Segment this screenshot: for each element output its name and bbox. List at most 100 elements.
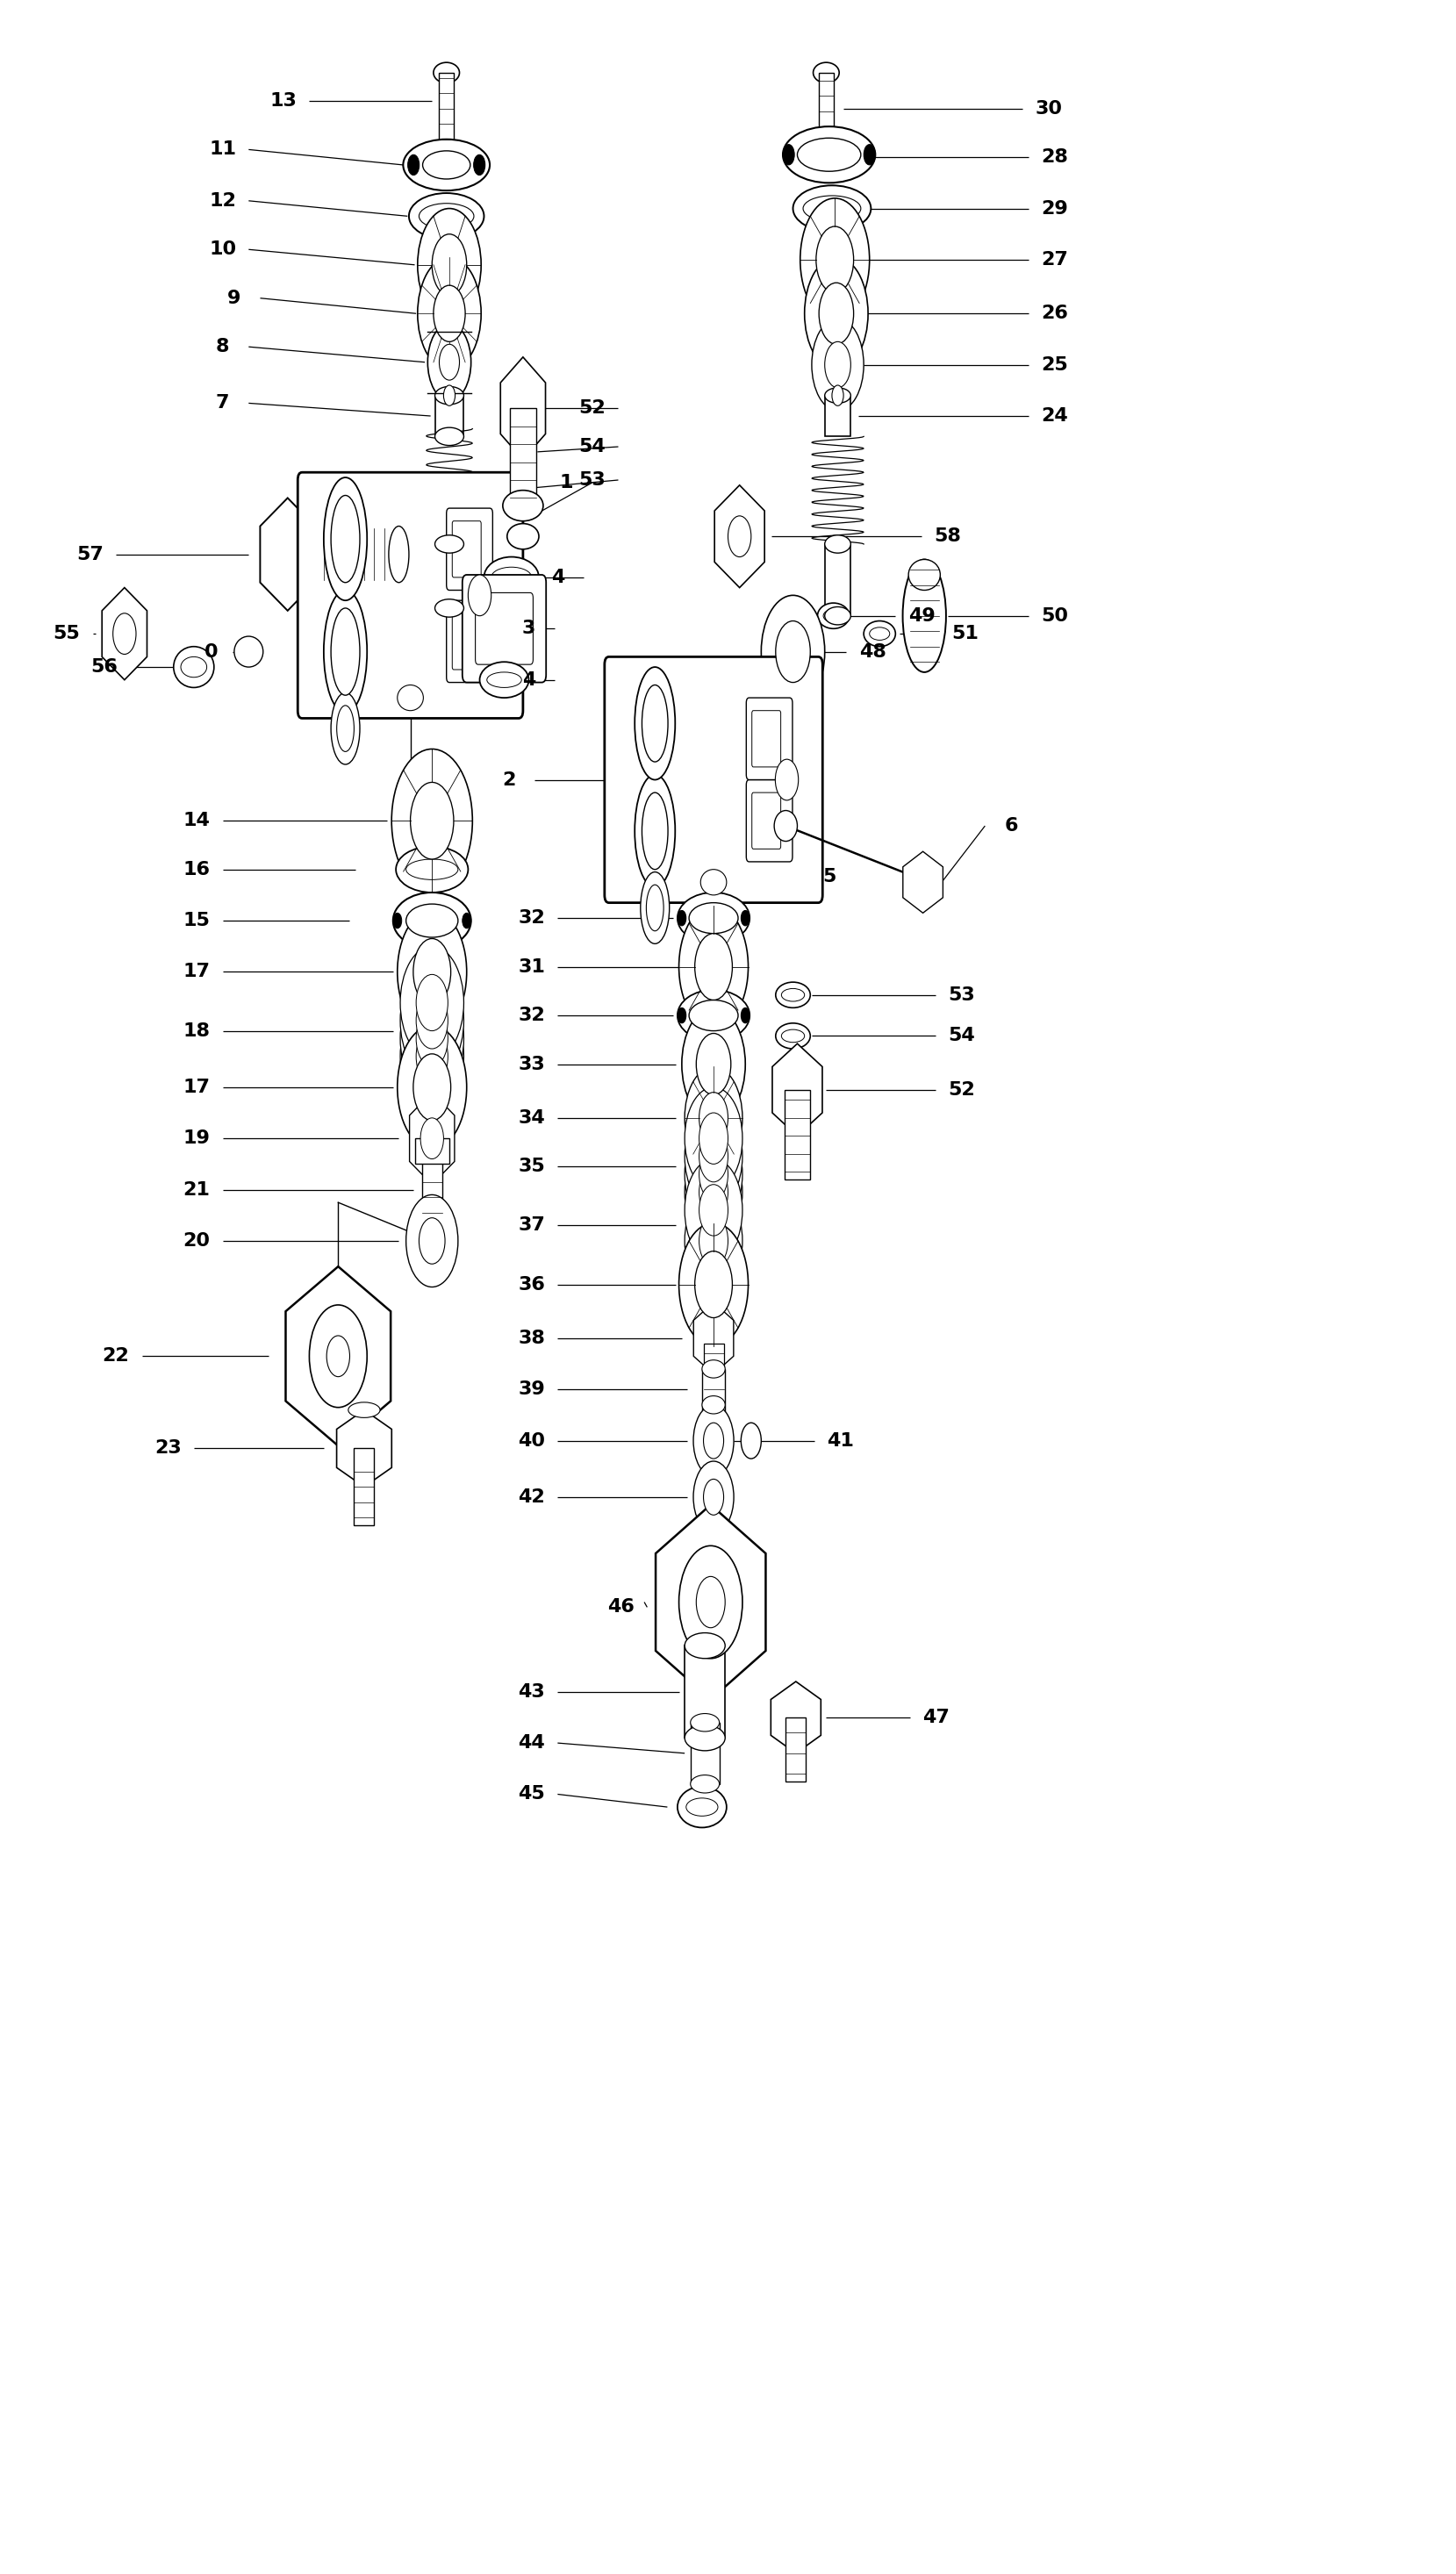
Ellipse shape: [909, 559, 941, 589]
Text: 34: 34: [518, 1109, 545, 1127]
Ellipse shape: [903, 559, 946, 672]
Text: 7: 7: [215, 394, 230, 412]
Circle shape: [805, 257, 868, 371]
Ellipse shape: [776, 983, 811, 1009]
Text: 26: 26: [1041, 304, 1067, 322]
FancyBboxPatch shape: [297, 474, 523, 718]
Ellipse shape: [419, 203, 473, 229]
Ellipse shape: [684, 1725, 725, 1750]
Ellipse shape: [776, 1022, 811, 1048]
Text: 45: 45: [518, 1786, 545, 1802]
Text: 5: 5: [823, 867, 836, 885]
Ellipse shape: [702, 1395, 725, 1413]
Text: 18: 18: [183, 1022, 210, 1040]
Circle shape: [418, 257, 480, 371]
Polygon shape: [715, 484, 764, 587]
Circle shape: [699, 1148, 728, 1199]
Text: 2: 2: [502, 772, 515, 788]
Text: 54: 54: [948, 1027, 976, 1045]
Circle shape: [699, 1130, 728, 1181]
Circle shape: [411, 782, 454, 860]
Text: 25: 25: [1041, 355, 1067, 373]
Text: 33: 33: [518, 1055, 545, 1073]
Circle shape: [416, 994, 448, 1048]
Bar: [690, 1722, 719, 1784]
Polygon shape: [655, 1506, 766, 1699]
Ellipse shape: [814, 62, 839, 82]
Text: 27: 27: [1041, 250, 1067, 268]
Circle shape: [400, 1001, 464, 1112]
Ellipse shape: [642, 685, 668, 762]
Ellipse shape: [700, 870, 727, 896]
Circle shape: [693, 1405, 734, 1477]
Text: 14: 14: [183, 811, 210, 829]
Text: 42: 42: [518, 1488, 545, 1506]
Polygon shape: [409, 1091, 454, 1184]
Ellipse shape: [824, 535, 850, 553]
Ellipse shape: [824, 389, 850, 404]
Polygon shape: [261, 497, 314, 610]
Bar: [703, 1344, 724, 1400]
Text: 32: 32: [518, 909, 545, 927]
Bar: [785, 1089, 811, 1179]
Text: 56: 56: [90, 659, 118, 677]
Circle shape: [400, 983, 464, 1094]
Circle shape: [699, 1091, 728, 1143]
FancyBboxPatch shape: [463, 574, 546, 682]
Text: 10: 10: [210, 242, 236, 257]
Circle shape: [681, 1009, 745, 1120]
Ellipse shape: [422, 152, 470, 180]
Bar: [440, 72, 454, 144]
Circle shape: [397, 911, 467, 1032]
Ellipse shape: [323, 589, 367, 713]
Ellipse shape: [336, 705, 354, 752]
Text: 9: 9: [227, 288, 240, 306]
Ellipse shape: [689, 1001, 738, 1030]
Ellipse shape: [507, 523, 539, 548]
Text: 40: 40: [518, 1431, 545, 1449]
Text: 53: 53: [948, 986, 976, 1004]
Ellipse shape: [798, 139, 860, 172]
Bar: [435, 396, 464, 438]
Circle shape: [783, 144, 795, 165]
Circle shape: [400, 947, 464, 1058]
Text: 44: 44: [518, 1735, 545, 1753]
FancyBboxPatch shape: [751, 793, 780, 849]
Ellipse shape: [406, 903, 459, 937]
Ellipse shape: [646, 885, 664, 932]
Text: 1: 1: [559, 474, 574, 492]
Circle shape: [741, 911, 750, 927]
Text: 48: 48: [859, 644, 885, 662]
Circle shape: [775, 759, 798, 801]
Circle shape: [696, 1032, 731, 1094]
Circle shape: [699, 1215, 728, 1266]
Text: 0: 0: [204, 644, 218, 662]
Polygon shape: [285, 1266, 390, 1447]
Circle shape: [418, 208, 480, 322]
Circle shape: [684, 1122, 743, 1225]
Bar: [510, 409, 536, 505]
FancyBboxPatch shape: [447, 507, 492, 589]
Circle shape: [309, 1305, 367, 1408]
Circle shape: [863, 144, 875, 165]
Ellipse shape: [794, 185, 871, 232]
Ellipse shape: [824, 607, 850, 625]
Ellipse shape: [635, 667, 676, 780]
Ellipse shape: [173, 646, 214, 687]
Ellipse shape: [690, 1776, 719, 1794]
Ellipse shape: [393, 893, 470, 950]
Circle shape: [684, 1086, 743, 1189]
Text: 51: 51: [951, 625, 978, 644]
Ellipse shape: [435, 386, 464, 404]
Circle shape: [684, 1104, 743, 1207]
Text: 20: 20: [183, 1233, 210, 1248]
Circle shape: [818, 283, 853, 345]
Circle shape: [801, 198, 869, 322]
Text: 54: 54: [579, 438, 606, 456]
Ellipse shape: [782, 988, 805, 1001]
Bar: [824, 396, 850, 438]
Polygon shape: [102, 587, 147, 680]
Circle shape: [699, 1166, 728, 1218]
Ellipse shape: [690, 1714, 719, 1732]
Polygon shape: [770, 1681, 821, 1753]
